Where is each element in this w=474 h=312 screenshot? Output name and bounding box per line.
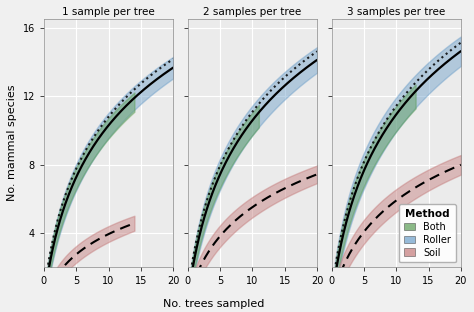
Legend: Both, Roller, Soil: Both, Roller, Soil — [399, 204, 456, 262]
Text: No. trees sampled: No. trees sampled — [163, 299, 264, 309]
Title: 1 sample per tree: 1 sample per tree — [62, 7, 155, 17]
Title: 3 samples per tree: 3 samples per tree — [347, 7, 446, 17]
Y-axis label: No. mammal species: No. mammal species — [7, 85, 17, 202]
Title: 2 samples per tree: 2 samples per tree — [203, 7, 301, 17]
